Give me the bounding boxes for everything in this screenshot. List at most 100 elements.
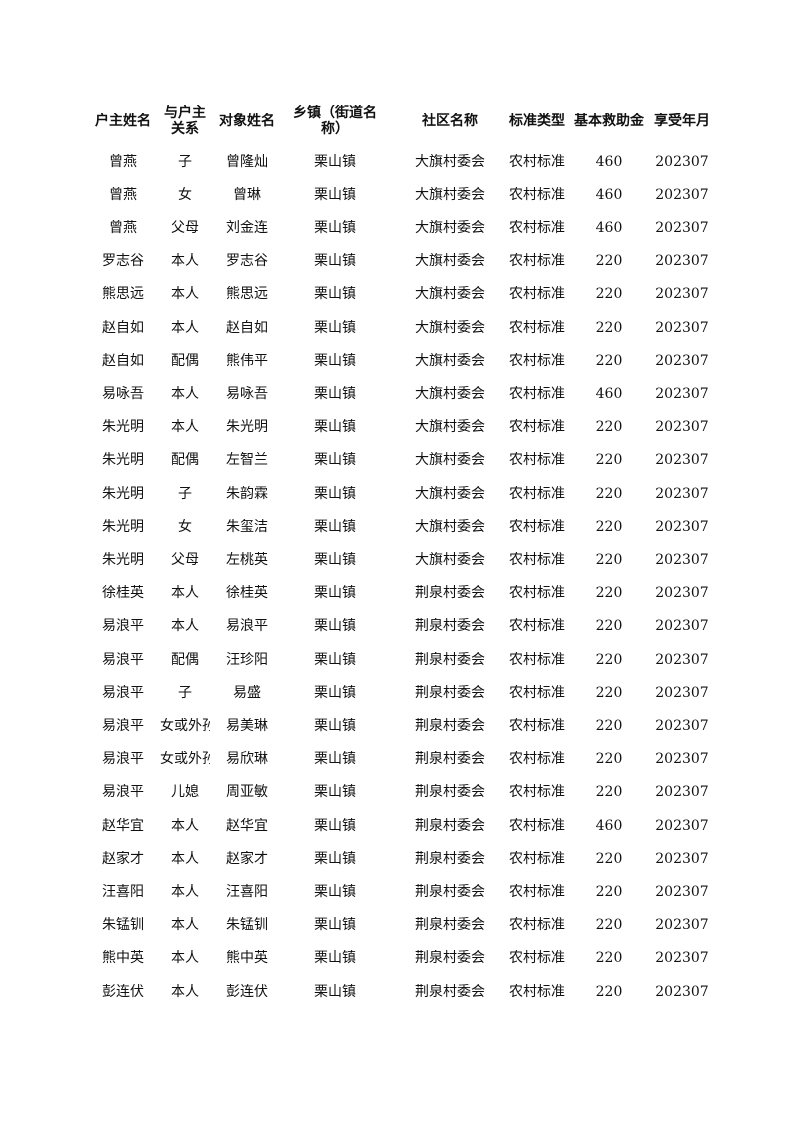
household-head: 熊思远 — [102, 286, 144, 303]
township: 栗山镇 — [314, 186, 356, 203]
period: 202307 — [655, 219, 709, 236]
period: 202307 — [655, 385, 709, 402]
household-head: 赵家才 — [102, 850, 144, 867]
aid-amount: 220 — [595, 253, 623, 270]
aid-amount: 220 — [595, 618, 623, 635]
member-name: 赵华宜 — [226, 817, 268, 834]
relation: 配偶 — [171, 651, 199, 668]
relation: 本人 — [171, 850, 199, 867]
township: 栗山镇 — [314, 717, 356, 734]
period: 202307 — [655, 684, 709, 701]
period: 202307 — [655, 784, 709, 801]
standard-type: 农村标准 — [509, 352, 565, 369]
period: 202307 — [655, 419, 709, 436]
period: 202307 — [655, 950, 709, 967]
household-head: 易浪平 — [102, 751, 144, 768]
standard-type: 农村标准 — [509, 186, 565, 203]
member-name: 朱玺洁 — [226, 518, 268, 535]
relation: 女 — [178, 518, 192, 535]
township: 栗山镇 — [314, 385, 356, 402]
township: 栗山镇 — [314, 983, 356, 1000]
header-cell: 乡镇（街道名称） — [293, 105, 377, 137]
household-head: 罗志谷 — [102, 253, 144, 270]
township: 栗山镇 — [314, 253, 356, 270]
community: 荆泉村委会 — [415, 618, 485, 635]
member-name: 熊伟平 — [226, 352, 268, 369]
community: 大旗村委会 — [415, 286, 485, 303]
township: 栗山镇 — [314, 850, 356, 867]
standard-type: 农村标准 — [509, 219, 565, 236]
household-head: 彭连伏 — [102, 983, 144, 1000]
member-name: 汪珍阳 — [226, 651, 268, 668]
header-cell: 标准类型 — [509, 113, 565, 129]
period: 202307 — [655, 817, 709, 834]
relation: 子 — [178, 485, 192, 502]
member-name: 朱锰钏 — [226, 917, 268, 934]
aid-amount: 220 — [595, 751, 623, 768]
relation: 本人 — [171, 419, 199, 436]
aid-amount: 220 — [595, 485, 623, 502]
relation: 本人 — [171, 585, 199, 602]
member-name: 易浪平 — [226, 618, 268, 635]
standard-type: 农村标准 — [509, 551, 565, 568]
period: 202307 — [655, 286, 709, 303]
member-name: 朱光明 — [226, 419, 268, 436]
member-name: 熊思远 — [226, 286, 268, 303]
standard-type: 农村标准 — [509, 618, 565, 635]
community: 大旗村委会 — [415, 419, 485, 436]
relation: 本人 — [171, 983, 199, 1000]
standard-type: 农村标准 — [509, 153, 565, 170]
aid-amount: 220 — [595, 883, 623, 900]
period: 202307 — [655, 153, 709, 170]
header-cell: 户主姓名 — [95, 113, 151, 129]
township: 栗山镇 — [314, 651, 356, 668]
member-name: 汪喜阳 — [226, 883, 268, 900]
relation: 女 — [178, 186, 192, 203]
aid-amount: 220 — [595, 286, 623, 303]
township: 栗山镇 — [314, 917, 356, 934]
standard-type: 农村标准 — [509, 751, 565, 768]
household-head: 徐桂英 — [102, 585, 144, 602]
standard-type: 农村标准 — [509, 518, 565, 535]
household-head: 汪喜阳 — [102, 883, 144, 900]
period: 202307 — [655, 917, 709, 934]
standard-type: 农村标准 — [509, 950, 565, 967]
period: 202307 — [655, 551, 709, 568]
community: 荆泉村委会 — [415, 651, 485, 668]
aid-amount: 220 — [595, 917, 623, 934]
standard-type: 农村标准 — [509, 717, 565, 734]
household-head: 易浪平 — [102, 618, 144, 635]
aid-amount: 220 — [595, 717, 623, 734]
community: 荆泉村委会 — [415, 950, 485, 967]
township: 栗山镇 — [314, 518, 356, 535]
relation: 父母 — [171, 551, 199, 568]
period: 202307 — [655, 518, 709, 535]
community: 大旗村委会 — [415, 452, 485, 469]
aid-amount: 220 — [595, 950, 623, 967]
community: 大旗村委会 — [415, 385, 485, 402]
relation: 本人 — [171, 319, 199, 336]
period: 202307 — [655, 585, 709, 602]
community: 大旗村委会 — [415, 352, 485, 369]
relation: 子 — [178, 684, 192, 701]
township: 栗山镇 — [314, 751, 356, 768]
relation: 女或外孙子 — [160, 751, 210, 768]
community: 荆泉村委会 — [415, 684, 485, 701]
member-name: 左桃英 — [226, 551, 268, 568]
household-head: 易浪平 — [102, 651, 144, 668]
relation: 本人 — [171, 883, 199, 900]
household-head: 易浪平 — [102, 684, 144, 701]
community: 荆泉村委会 — [415, 983, 485, 1000]
relation: 儿媳 — [171, 784, 199, 801]
household-head: 赵华宜 — [102, 817, 144, 834]
aid-amount: 460 — [595, 385, 623, 402]
standard-type: 农村标准 — [509, 286, 565, 303]
period: 202307 — [655, 651, 709, 668]
community: 大旗村委会 — [415, 186, 485, 203]
aid-amount: 220 — [595, 518, 623, 535]
header-cell: 社区名称 — [422, 113, 478, 129]
township: 栗山镇 — [314, 784, 356, 801]
community: 荆泉村委会 — [415, 850, 485, 867]
period: 202307 — [655, 352, 709, 369]
